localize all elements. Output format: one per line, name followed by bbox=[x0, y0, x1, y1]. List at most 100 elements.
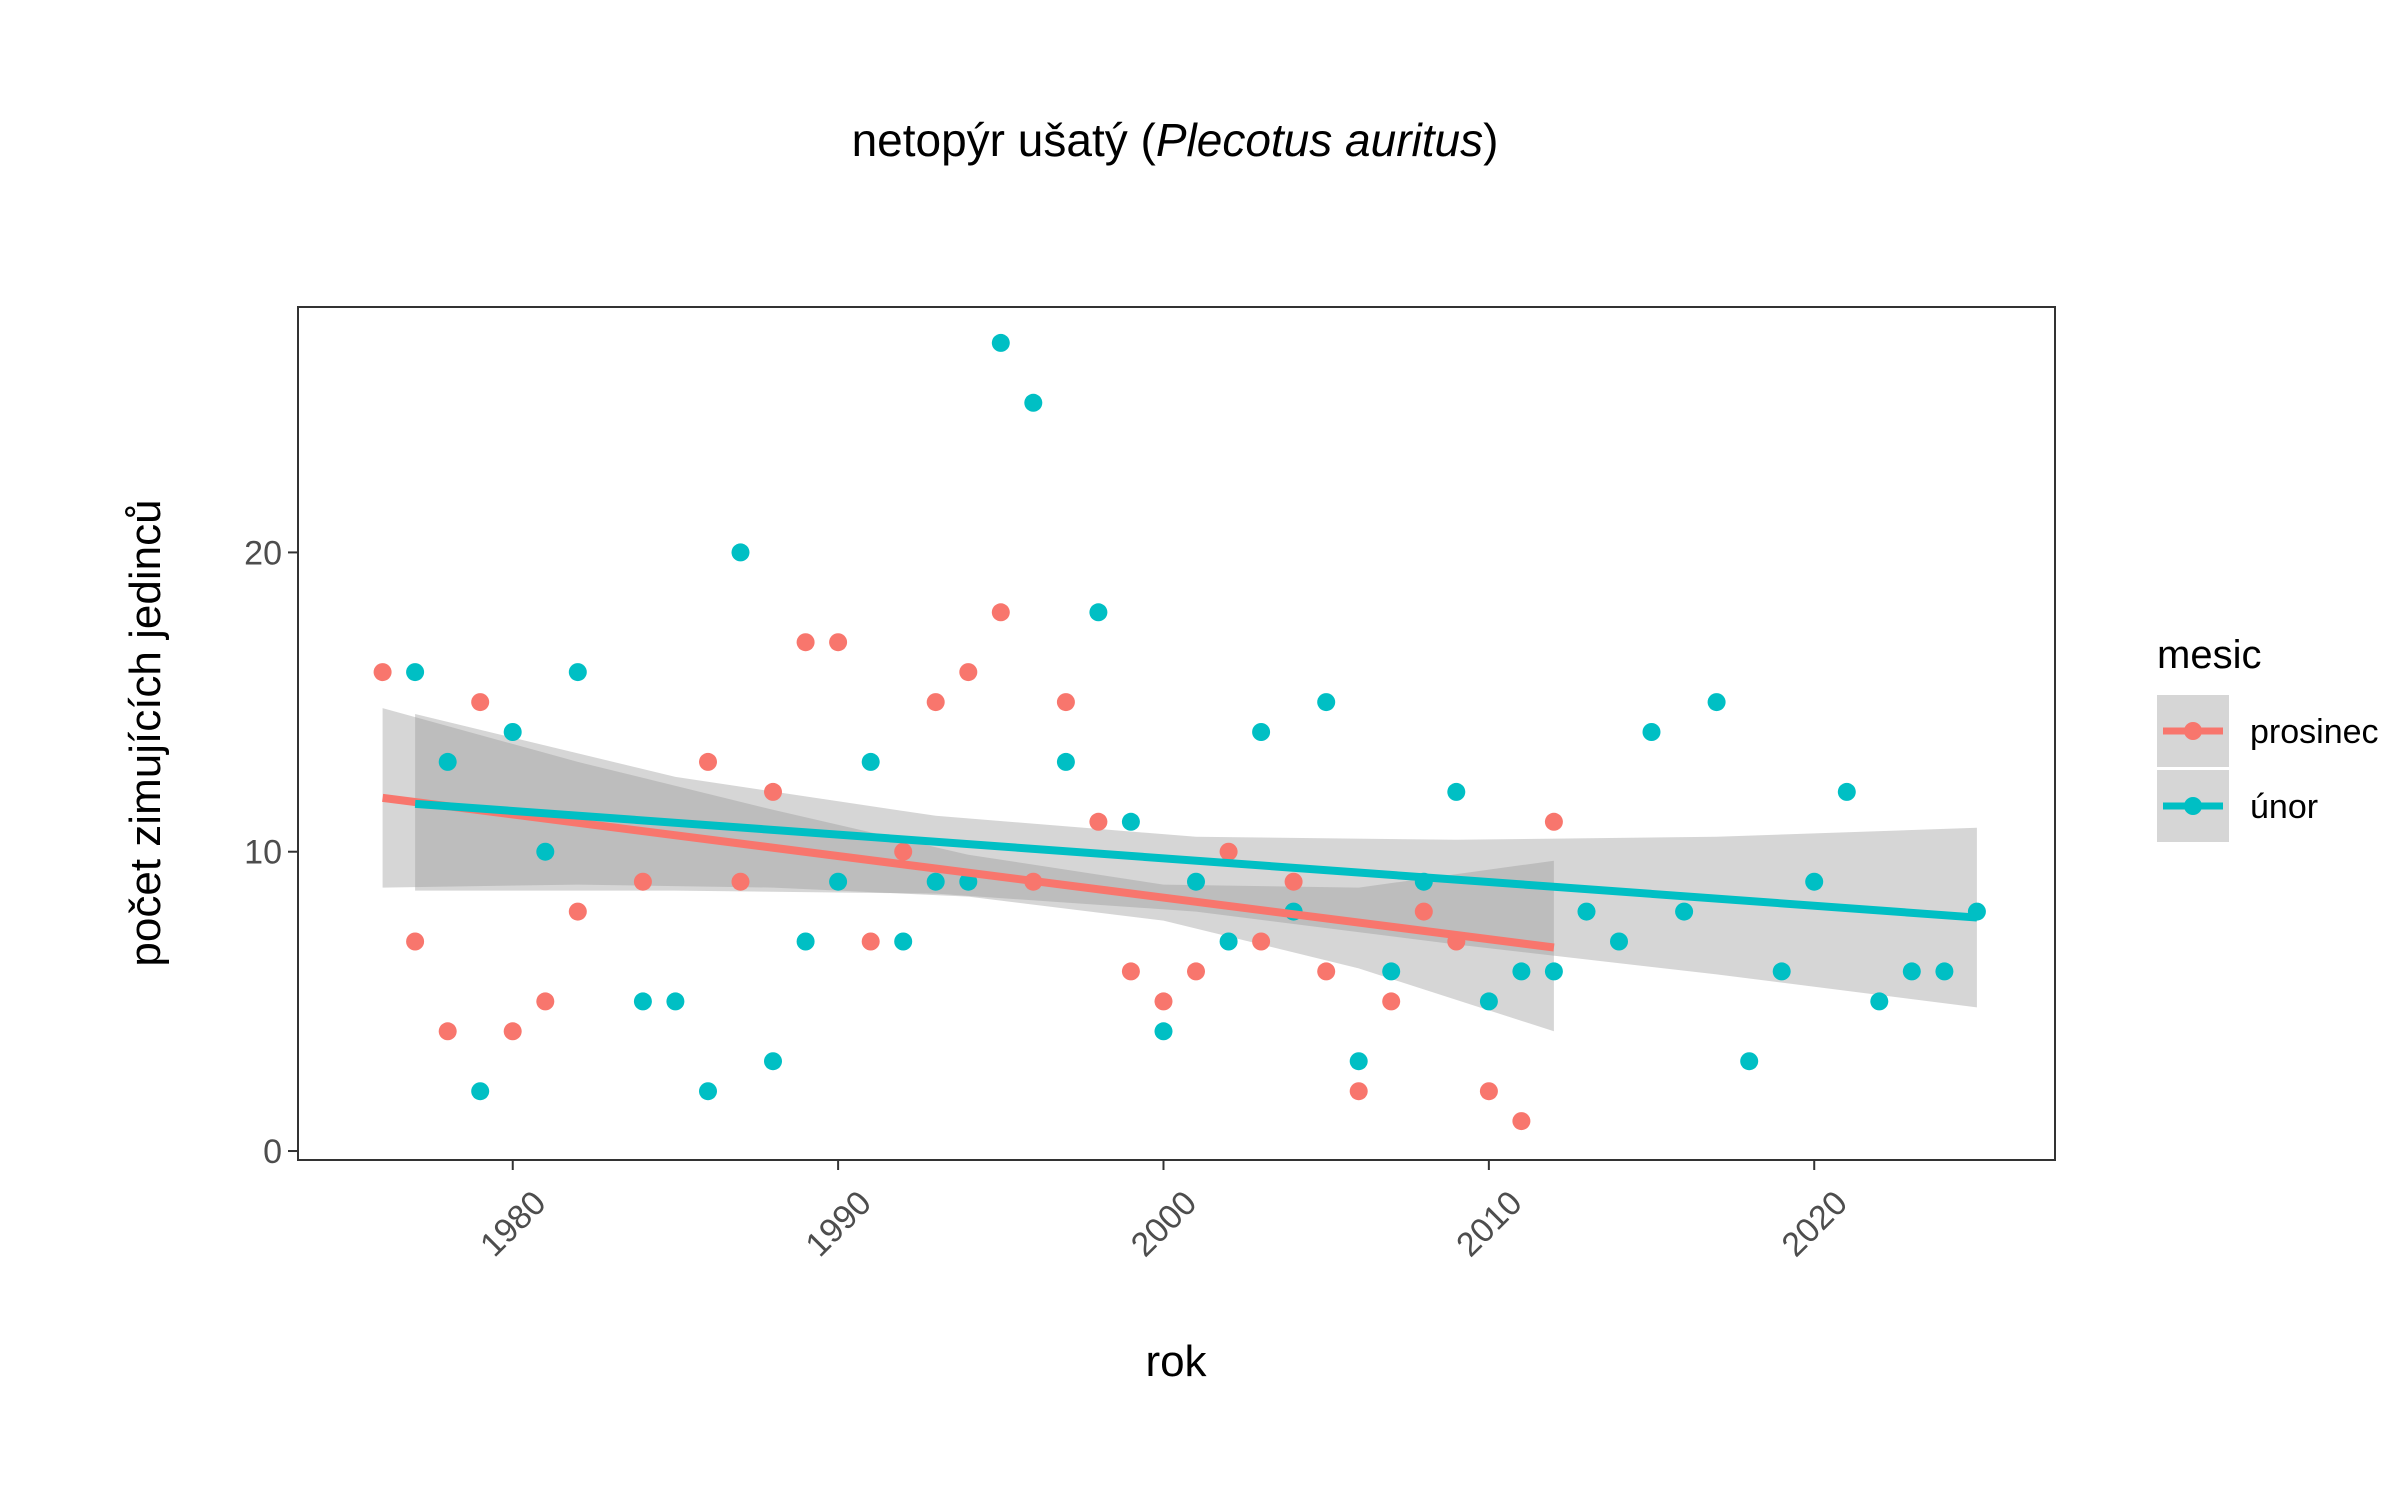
y-axis: 0 10 20 bbox=[244, 534, 298, 1171]
y-tick-label: 20 bbox=[244, 534, 282, 572]
point-prosinec bbox=[1252, 932, 1271, 951]
point-únor bbox=[1382, 962, 1401, 981]
point-prosinec bbox=[633, 872, 652, 891]
legend: mesic prosinec únor bbox=[2157, 633, 2379, 842]
point-únor bbox=[1642, 723, 1661, 741]
legend-title: mesic bbox=[2157, 633, 2261, 677]
point-prosinec bbox=[536, 992, 555, 1011]
point-prosinec bbox=[861, 932, 880, 951]
point-únor bbox=[1837, 782, 1856, 801]
point-prosinec bbox=[1512, 1112, 1531, 1131]
point-únor bbox=[1479, 992, 1498, 1011]
point-prosinec bbox=[1479, 1082, 1498, 1101]
point-únor bbox=[1577, 902, 1596, 921]
point-únor bbox=[1024, 393, 1043, 412]
point-únor bbox=[1610, 932, 1628, 951]
point-únor bbox=[1544, 962, 1563, 981]
point-prosinec bbox=[471, 693, 490, 712]
point-prosinec bbox=[991, 603, 1010, 622]
point-únor bbox=[1675, 902, 1694, 921]
point-prosinec bbox=[731, 872, 750, 891]
x-axis-title: rok bbox=[1145, 1337, 1207, 1386]
point-únor bbox=[1154, 1022, 1173, 1041]
point-prosinec bbox=[1154, 992, 1173, 1011]
point-únor bbox=[1252, 723, 1271, 741]
point-prosinec bbox=[829, 633, 848, 652]
x-tick-label: 2000 bbox=[1124, 1184, 1204, 1264]
point-prosinec bbox=[568, 902, 587, 921]
point-únor bbox=[1447, 782, 1466, 801]
point-prosinec bbox=[1089, 812, 1108, 831]
x-tick-label: 2010 bbox=[1449, 1184, 1529, 1264]
point-prosinec bbox=[1382, 992, 1401, 1011]
point-prosinec bbox=[699, 752, 717, 771]
point-únor bbox=[1089, 603, 1108, 622]
point-únor bbox=[1740, 1052, 1759, 1071]
point-prosinec bbox=[1056, 693, 1075, 712]
point-prosinec bbox=[1121, 962, 1140, 981]
point-únor bbox=[861, 752, 880, 771]
point-únor bbox=[1935, 962, 1954, 981]
point-prosinec bbox=[894, 842, 913, 861]
point-únor bbox=[406, 663, 425, 682]
point-únor bbox=[1121, 812, 1140, 831]
x-tick-label: 1990 bbox=[798, 1184, 878, 1264]
point-prosinec bbox=[959, 663, 978, 682]
x-tick-label: 1980 bbox=[473, 1184, 553, 1264]
legend-dot-únor bbox=[2184, 797, 2202, 815]
point-únor bbox=[1805, 872, 1824, 891]
point-únor bbox=[829, 872, 848, 891]
point-únor bbox=[1187, 872, 1205, 891]
point-únor bbox=[926, 872, 945, 891]
chart-title: netopýr ušatý (Plecotus auritus) bbox=[852, 114, 1499, 166]
chart-title-part: netopýr ušatý ( bbox=[852, 114, 1157, 166]
legend-label-prosinec: prosinec bbox=[2250, 713, 2379, 751]
point-únor bbox=[796, 932, 815, 951]
x-tick-label: 2020 bbox=[1774, 1184, 1854, 1264]
point-únor bbox=[1317, 693, 1336, 712]
point-prosinec bbox=[373, 663, 392, 682]
point-prosinec bbox=[503, 1022, 522, 1041]
point-únor bbox=[1870, 992, 1889, 1011]
point-únor bbox=[568, 663, 587, 682]
point-únor bbox=[1512, 962, 1531, 981]
point-únor bbox=[666, 992, 685, 1011]
point-únor bbox=[699, 1082, 717, 1101]
point-únor bbox=[894, 932, 913, 951]
point-prosinec bbox=[1544, 812, 1563, 831]
plot-panel-border bbox=[297, 306, 2056, 1161]
point-únor bbox=[1219, 932, 1238, 951]
point-únor bbox=[1772, 962, 1791, 981]
point-únor bbox=[1902, 962, 1921, 981]
point-únor bbox=[471, 1082, 490, 1101]
point-únor bbox=[633, 992, 652, 1011]
trend-line-únor bbox=[414, 799, 1978, 922]
point-únor bbox=[1056, 752, 1075, 771]
y-tick-label: 0 bbox=[263, 1133, 282, 1171]
point-prosinec bbox=[764, 782, 782, 801]
point-únor bbox=[1707, 693, 1726, 712]
chart-title-species: Plecotus auritus bbox=[1156, 114, 1483, 166]
point-únor bbox=[991, 333, 1010, 352]
point-únor bbox=[1349, 1052, 1368, 1071]
chart-title-end: ) bbox=[1483, 114, 1498, 166]
point-prosinec bbox=[1414, 902, 1433, 921]
y-tick-label: 10 bbox=[244, 834, 282, 872]
plot-panel bbox=[298, 307, 2055, 1160]
y-axis-title: počet zimujících jedinců bbox=[121, 499, 170, 966]
legend-dot-prosinec bbox=[2184, 722, 2202, 740]
point-prosinec bbox=[406, 932, 425, 951]
trend-line-prosinec bbox=[382, 793, 1555, 952]
point-prosinec bbox=[1187, 962, 1205, 981]
x-axis: 1980 1990 2000 2010 2020 bbox=[473, 1160, 1855, 1264]
point-únor bbox=[503, 723, 522, 741]
point-prosinec bbox=[926, 693, 945, 712]
point-prosinec bbox=[1219, 842, 1238, 861]
point-prosinec bbox=[1349, 1082, 1368, 1101]
point-únor bbox=[764, 1052, 782, 1071]
point-prosinec bbox=[438, 1022, 457, 1041]
point-prosinec bbox=[1284, 872, 1303, 891]
point-únor bbox=[731, 543, 750, 562]
point-prosinec bbox=[1317, 962, 1336, 981]
